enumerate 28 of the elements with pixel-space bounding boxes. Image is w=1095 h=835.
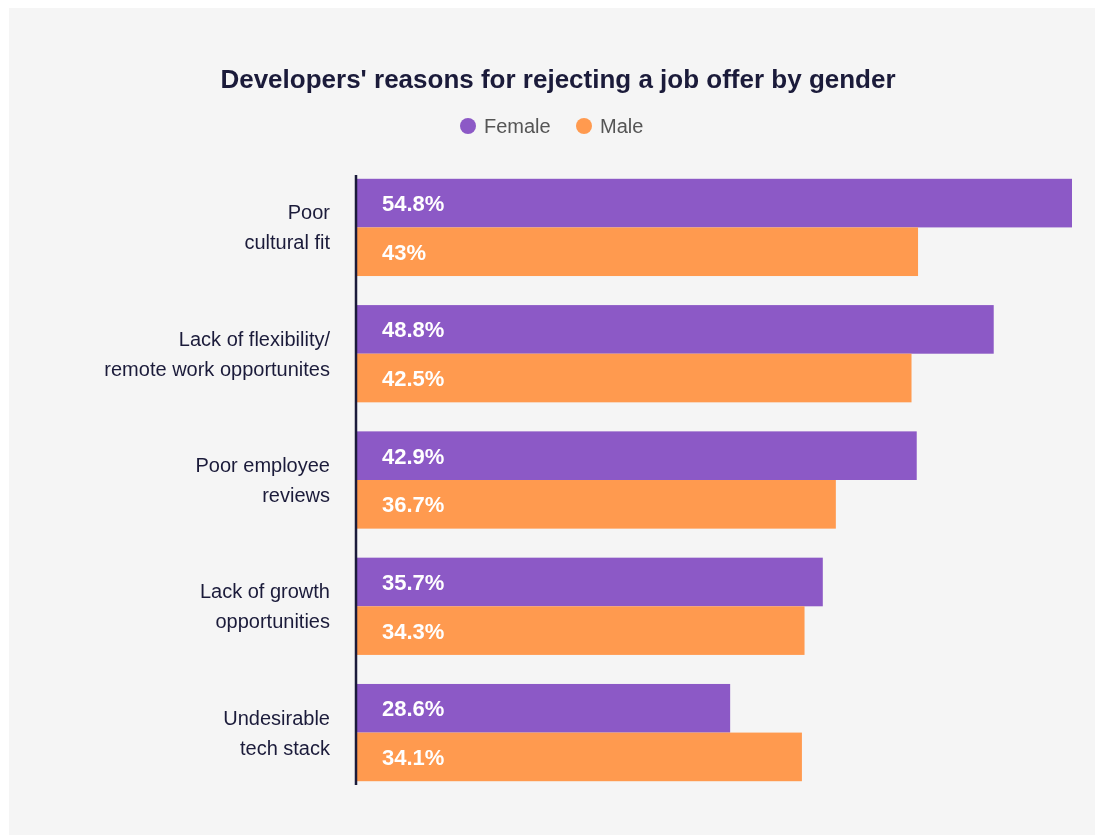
data-label: 28.6% xyxy=(382,696,445,722)
bar xyxy=(357,227,919,277)
data-label: 34.1% xyxy=(382,744,445,770)
bar xyxy=(357,557,823,607)
legend-label: Female xyxy=(484,115,551,137)
data-label: 54.8% xyxy=(382,191,445,217)
y-tick-label: Poor cultural fit xyxy=(244,201,331,254)
data-label: 42.9% xyxy=(382,443,445,469)
data-label: 43% xyxy=(382,239,427,265)
bar xyxy=(357,305,994,354)
legend-label: Male xyxy=(600,115,644,137)
chart-title: Developers' reasons for rejecting a job offer by gender xyxy=(220,64,896,94)
data-label: 36.7% xyxy=(382,492,445,518)
data-label: 34.3% xyxy=(382,618,445,644)
data-label: 48.8% xyxy=(382,317,445,343)
y-tick-label: Lack of growth opportunities xyxy=(199,580,330,633)
bar xyxy=(357,178,1072,228)
bar xyxy=(357,353,912,403)
data-label: 42.5% xyxy=(382,366,445,392)
y-tick-label: Poor employee reviews xyxy=(195,454,330,506)
bar xyxy=(357,732,802,782)
bar xyxy=(357,606,805,655)
bar xyxy=(357,431,917,480)
bar xyxy=(357,683,731,733)
data-label: 35.7% xyxy=(382,569,445,595)
y-tick-label: Lack of flexibility/ remote work opportunites xyxy=(104,327,331,380)
bar xyxy=(357,480,836,529)
y-tick-label: Undesirable tech stack xyxy=(223,706,331,759)
